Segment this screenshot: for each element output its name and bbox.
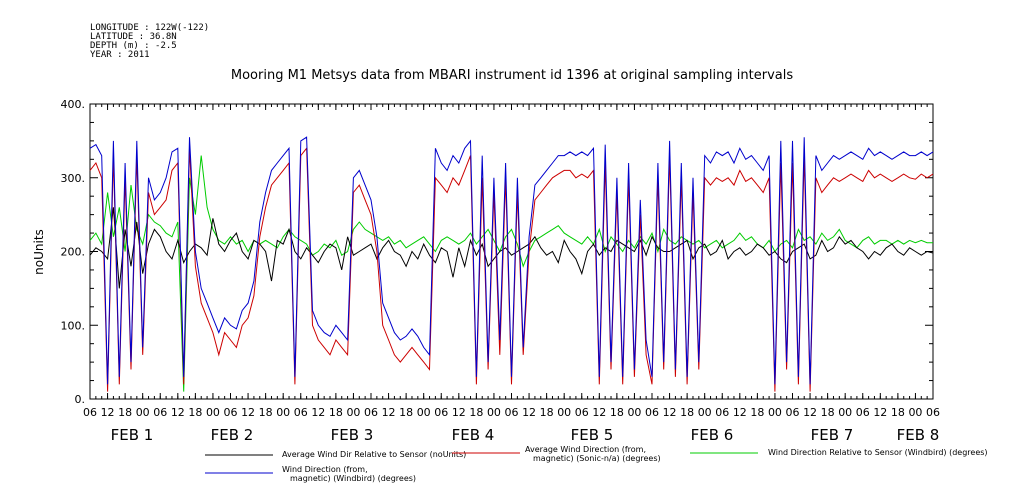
series-line-2 <box>89 155 933 392</box>
x-tick-label: 00 <box>557 406 571 419</box>
legend-label: Average Wind Direction (from, <box>525 445 646 454</box>
x-tick-label: 12 <box>101 406 115 419</box>
day-label: FEB 1 <box>111 426 154 444</box>
day-label: FEB 3 <box>331 426 374 444</box>
x-tick-label: 06 <box>224 406 238 419</box>
x-tick-label: 00 <box>768 406 782 419</box>
x-tick-label: 06 <box>505 406 519 419</box>
year-text: YEAR : 2011 <box>90 50 150 60</box>
x-tick-label: 06 <box>575 406 589 419</box>
longitude-text: LONGITUDE : 122W(-122) <box>90 23 209 33</box>
x-tick-label: 12 <box>171 406 185 419</box>
depth-text: DEPTH (m) : -2.5 <box>90 41 177 51</box>
x-tick-label: 12 <box>382 406 396 419</box>
x-tick-label: 06 <box>153 406 167 419</box>
x-tick-label: 06 <box>364 406 378 419</box>
day-label: FEB 5 <box>571 426 614 444</box>
x-tick-label: 06 <box>856 406 870 419</box>
legend: Average Wind Dir Relative to Sensor (noU… <box>205 445 988 483</box>
x-tick-label: 18 <box>259 406 273 419</box>
series-line-0 <box>89 207 934 289</box>
x-tick-label: 18 <box>329 406 343 419</box>
x-tick-label: 06 <box>786 406 800 419</box>
x-tick-label: 00 <box>627 406 641 419</box>
x-tick-label: 12 <box>522 406 536 419</box>
x-tick-label: 06 <box>434 406 448 419</box>
metadata-block: LONGITUDE : 122W(-122) LATITUDE : 36.8N … <box>90 23 209 60</box>
x-tick-label: 18 <box>680 406 694 419</box>
y-tick-label: 400. <box>61 98 86 111</box>
x-tick-label: 12 <box>803 406 817 419</box>
x-tick-label: 06 <box>294 406 308 419</box>
x-tick-label: 06 <box>715 406 729 419</box>
x-tick-label: 12 <box>241 406 255 419</box>
series-layer <box>89 136 934 392</box>
x-tick-label: 12 <box>452 406 466 419</box>
x-tick-label: 06 <box>83 406 97 419</box>
series-line-1 <box>89 146 934 392</box>
y-tick-label: 0. <box>75 393 86 406</box>
x-tick-label: 00 <box>698 406 712 419</box>
y-tick-label: 300. <box>61 172 86 185</box>
day-label: FEB 8 <box>897 426 940 444</box>
legend-label-line2: magnetic) (Windbird) (degrees) <box>290 474 416 483</box>
day-label: FEB 7 <box>811 426 854 444</box>
x-tick-label: 12 <box>873 406 887 419</box>
day-label: FEB 2 <box>211 426 254 444</box>
latitude-text: LATITUDE : 36.8N <box>90 32 177 42</box>
x-axis: 06 12 18 00 06 12 18 00 06 12 18 00 06 12 18 00 06 12 18 00… <box>83 104 940 444</box>
y-axis-label: noUnits <box>32 229 46 275</box>
x-tick-label: 00 <box>136 406 150 419</box>
legend-label: Wind Direction Relative to Sensor (Windb… <box>768 448 988 457</box>
x-tick-label: 00 <box>487 406 501 419</box>
x-tick-label: 12 <box>733 406 747 419</box>
x-tick-label: 00 <box>838 406 852 419</box>
y-axis: 0. 100. 200. 300. 400. <box>61 98 933 406</box>
x-tick-label: 12 <box>663 406 677 419</box>
x-tick-label: 18 <box>469 406 483 419</box>
x-tick-label: 06 <box>645 406 659 419</box>
x-tick-label: 06 <box>926 406 940 419</box>
x-tick-label: 18 <box>610 406 624 419</box>
x-tick-label: 00 <box>417 406 431 419</box>
y-tick-label: 100. <box>61 319 86 332</box>
x-tick-label: 18 <box>118 406 132 419</box>
day-label: FEB 4 <box>452 426 495 444</box>
day-label: FEB 6 <box>691 426 734 444</box>
x-tick-label: 18 <box>891 406 905 419</box>
x-tick-label: 18 <box>821 406 835 419</box>
x-tick-label: 00 <box>206 406 220 419</box>
x-tick-label: 00 <box>908 406 922 419</box>
legend-label-line2: magnetic) (Sonic-n/a) (degrees) <box>533 454 661 463</box>
legend-label: Average Wind Dir Relative to Sensor (noU… <box>282 450 466 459</box>
x-tick-label: 00 <box>346 406 360 419</box>
x-tick-label: 18 <box>399 406 413 419</box>
x-tick-label: 12 <box>592 406 606 419</box>
series-line-3 <box>89 136 934 385</box>
y-tick-label: 200. <box>61 246 86 259</box>
x-tick-label: 12 <box>311 406 325 419</box>
x-tick-label: 00 <box>276 406 290 419</box>
legend-label: Wind Direction (from, <box>282 465 368 474</box>
x-tick-label: 18 <box>750 406 764 419</box>
x-tick-label: 18 <box>188 406 202 419</box>
chart-title: Mooring M1 Metsys data from MBARI instru… <box>231 68 793 83</box>
x-tick-label: 18 <box>540 406 554 419</box>
